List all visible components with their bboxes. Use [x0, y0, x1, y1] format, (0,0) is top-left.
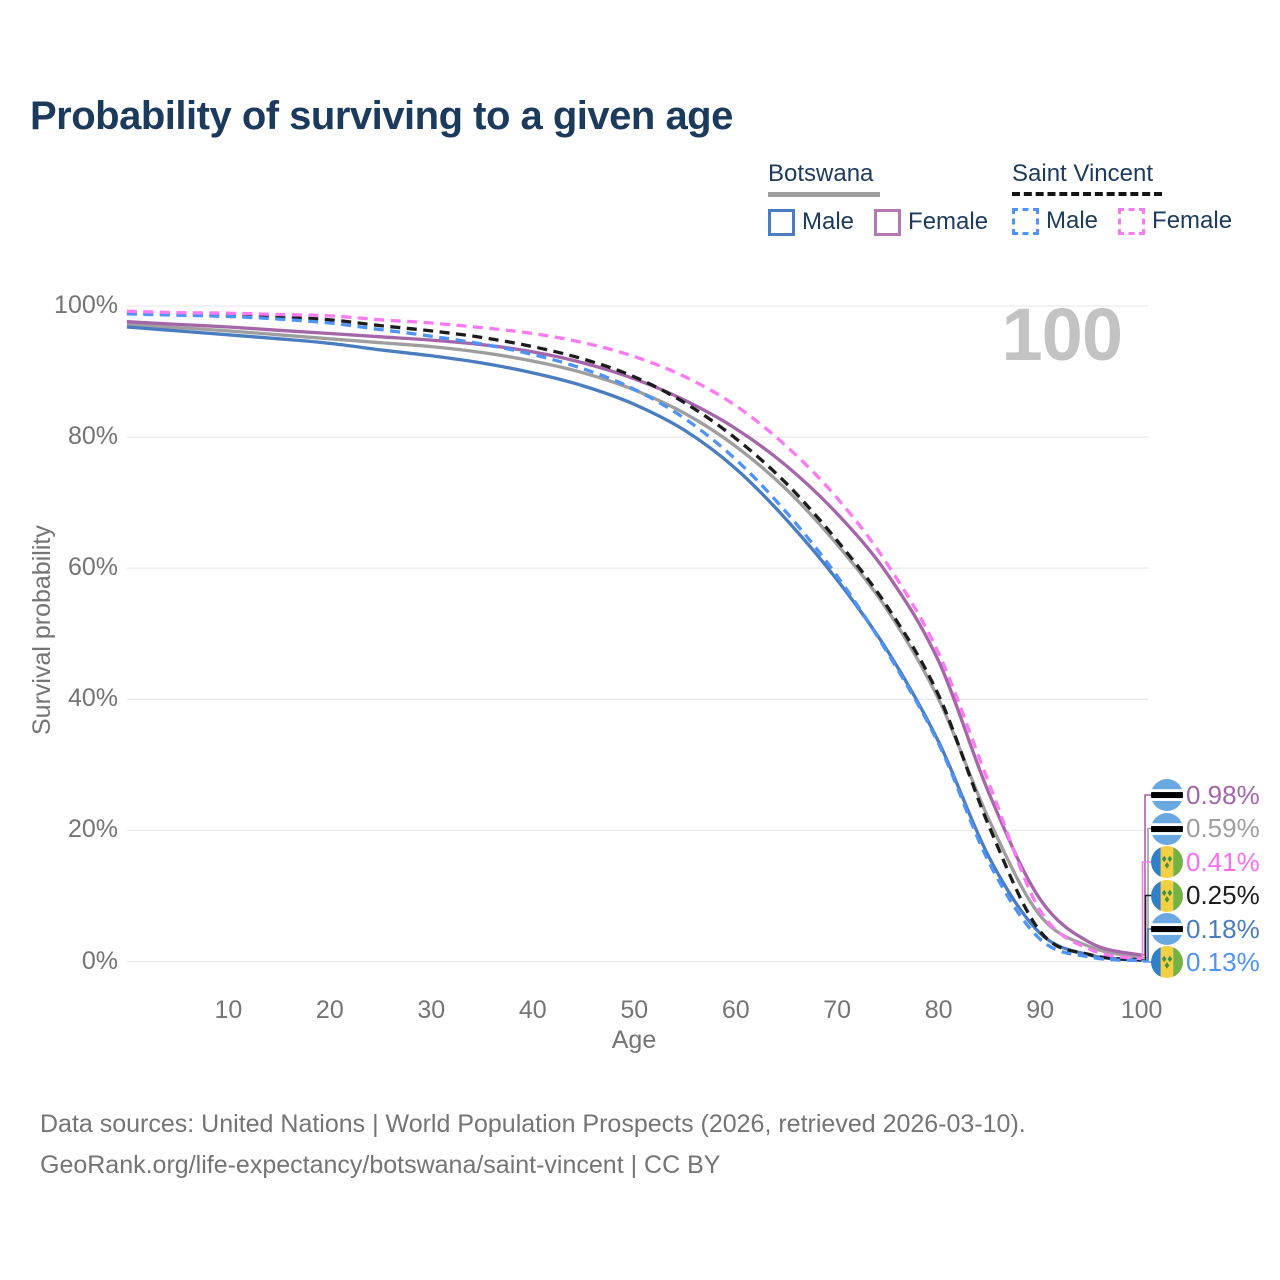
x-axis-title: Age — [611, 1026, 657, 1054]
legend-group-saint-vincent: Saint Vincent Male Female — [1012, 160, 1232, 235]
connector-line-saint-vincent-male — [1141, 959, 1152, 963]
legend-item-saint-vincent-male[interactable]: Male — [1012, 207, 1098, 235]
y-tick-label-0: 0% — [81, 946, 118, 975]
end-label-value: 0.41% — [1186, 846, 1260, 877]
y-tick-label-60: 60% — [67, 553, 118, 582]
end-label-row-saint-vincent: 0.25% — [1151, 879, 1260, 913]
end-label-value: 0.13% — [1186, 946, 1260, 977]
x-tick-label-30: 30 — [417, 996, 446, 1024]
series-swatch-icon[interactable] — [768, 208, 795, 236]
series-swatch-icon[interactable] — [1012, 207, 1039, 235]
legend-group-title: Saint Vincent — [1012, 160, 1153, 187]
legend-item-saint-vincent-female[interactable]: Female — [1118, 207, 1232, 235]
x-tick-label-60: 60 — [721, 996, 750, 1024]
botswana-flag-icon — [1151, 913, 1183, 945]
y-tick-label-20: 20% — [67, 815, 118, 844]
series-swatch-icon[interactable] — [1118, 207, 1146, 235]
x-tick-label-20: 20 — [315, 996, 344, 1024]
x-tick-label-100: 100 — [1120, 996, 1163, 1024]
saint-vincent-flag-icon — [1151, 946, 1183, 978]
x-tick-label-40: 40 — [518, 996, 547, 1024]
footer: Data sources: United Nations | World Pop… — [40, 1104, 1026, 1186]
legend-overall-line-swatch-solid — [768, 192, 880, 197]
connector-line-saint-vincent-female — [1141, 861, 1152, 960]
legend-item-label: Male — [802, 208, 855, 235]
series-line-botswana — [126, 322, 1142, 960]
y-tick-label-80: 80% — [67, 422, 118, 451]
end-label-value: 0.98% — [1186, 779, 1260, 810]
end-label-value: 0.59% — [1186, 813, 1260, 843]
x-tick-label-90: 90 — [1026, 996, 1055, 1024]
end-label-row-botswana-male: 0.18% — [1151, 912, 1260, 946]
legend-item-label: Male — [1046, 207, 1099, 234]
end-label-row-saint-vincent-female: 0.41% — [1151, 845, 1260, 879]
legend-item-label: Female — [908, 208, 989, 235]
series-line-saint-vincent — [126, 310, 1142, 962]
x-tick-label-50: 50 — [620, 996, 649, 1024]
footer-attribution: GeoRank.org/life-expectancy/botswana/sai… — [40, 1151, 721, 1179]
x-tick-label-80: 80 — [924, 996, 953, 1024]
legend-item-label: Female — [1152, 207, 1233, 234]
legend-group-title: Botswana — [768, 160, 874, 187]
legend-overall-line-swatch-dashed — [1012, 192, 1162, 196]
page-title: Probability of surviving to a given age — [30, 94, 733, 138]
legend-group-botswana: Botswana Male Female — [768, 160, 988, 236]
end-label-row-botswana-female: 0.98% — [1151, 778, 1260, 812]
series-line-saint-vincent-female — [126, 309, 1142, 961]
y-axis-title: Survival probability — [28, 525, 56, 735]
end-label-value: 0.25% — [1186, 880, 1260, 910]
age-watermark: 100 — [1001, 293, 1123, 376]
end-label-value: 0.18% — [1186, 913, 1260, 944]
x-tick-label-70: 70 — [823, 996, 852, 1024]
legend-item-botswana-female[interactable]: Female — [874, 208, 988, 236]
legend-item-botswana-male[interactable]: Male — [768, 208, 854, 236]
series-line-saint-vincent-male — [126, 312, 1142, 963]
y-tick-label-40: 40% — [67, 684, 118, 713]
botswana-flag-icon — [1151, 779, 1183, 811]
end-label-row-botswana: 0.59% — [1151, 812, 1260, 846]
footer-data-sources: Data sources: United Nations | World Pop… — [40, 1110, 1026, 1138]
saint-vincent-flag-icon — [1151, 846, 1183, 878]
botswana-flag-icon — [1151, 812, 1183, 845]
series-line-botswana-male — [126, 325, 1142, 962]
y-tick-label-100: 100% — [54, 291, 118, 319]
x-tick-label-10: 10 — [214, 996, 243, 1024]
end-label-row-saint-vincent-male: 0.13% — [1151, 945, 1260, 979]
series-swatch-icon[interactable] — [874, 208, 902, 236]
saint-vincent-flag-icon — [1151, 879, 1183, 912]
